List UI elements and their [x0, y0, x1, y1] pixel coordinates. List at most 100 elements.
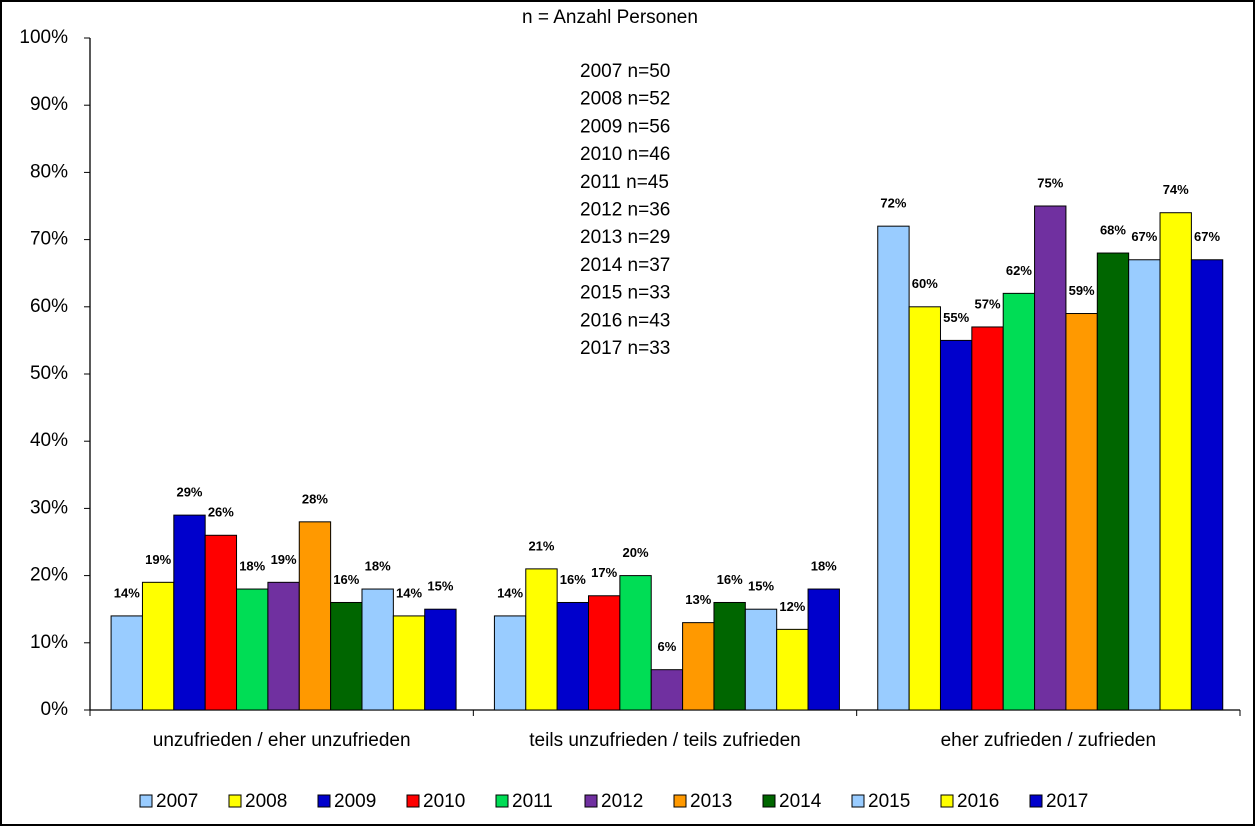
legend-label: 2009 — [334, 791, 376, 812]
y-tick-label: 100% — [19, 27, 68, 48]
data-label: 17% — [591, 565, 617, 580]
bar — [619, 575, 652, 711]
bar — [493, 615, 527, 711]
legend-swatch — [139, 794, 153, 808]
y-tick-label: 60% — [30, 296, 68, 317]
bar — [877, 225, 910, 711]
legend-label: 2008 — [245, 791, 287, 812]
bar — [330, 601, 363, 711]
legend-swatch — [584, 794, 598, 808]
annotation: 2008 n=52 — [580, 89, 670, 110]
data-label: 20% — [623, 545, 649, 560]
bar — [298, 521, 332, 711]
data-label: 55% — [943, 310, 969, 325]
annotation: 2013 n=29 — [580, 227, 670, 248]
bar — [110, 615, 143, 711]
legend-swatch — [228, 794, 242, 808]
data-label: 60% — [912, 276, 938, 291]
data-label: 16% — [333, 572, 359, 587]
bar — [556, 601, 590, 711]
y-tick-label: 90% — [30, 94, 68, 115]
legend-swatch — [1029, 794, 1043, 808]
legend-swatch — [406, 794, 420, 808]
y-tick-label: 40% — [30, 430, 68, 451]
annotation: 2015 n=33 — [580, 283, 670, 304]
data-label: 68% — [1100, 222, 1126, 237]
y-tick-label: 30% — [30, 497, 68, 518]
bar — [939, 339, 973, 711]
legend-label: 2017 — [1046, 791, 1088, 812]
legend-swatch — [673, 794, 687, 808]
data-label: 74% — [1163, 182, 1189, 197]
bar — [807, 588, 840, 711]
x-tick-label: unzufrieden / eher unzufrieden — [153, 730, 411, 751]
legend-label: 2010 — [423, 791, 465, 812]
data-label: 16% — [560, 572, 586, 587]
data-label: 72% — [880, 196, 906, 211]
data-label: 26% — [208, 505, 234, 520]
bar — [650, 669, 684, 711]
data-label: 6% — [658, 639, 677, 654]
legend-swatch — [940, 794, 954, 808]
y-tick-label: 20% — [30, 565, 68, 586]
data-label: 14% — [114, 585, 140, 600]
data-label: 14% — [497, 585, 523, 600]
bar — [682, 622, 715, 711]
data-label: 14% — [396, 585, 422, 600]
annotation: 2011 n=45 — [580, 172, 669, 193]
annotation: 2007 n=50 — [580, 61, 670, 82]
data-label: 19% — [145, 552, 171, 567]
bar — [971, 326, 1004, 711]
bar — [1128, 259, 1161, 711]
annotation: 2017 n=33 — [580, 338, 670, 359]
annotation: 2010 n=46 — [580, 144, 670, 165]
data-label: 62% — [1006, 263, 1032, 278]
legend-swatch — [762, 794, 776, 808]
data-label: 13% — [685, 592, 711, 607]
bar — [908, 306, 941, 711]
bar — [141, 581, 175, 711]
bar — [1065, 313, 1098, 711]
y-tick-label: 0% — [41, 699, 69, 720]
data-label: 59% — [1069, 283, 1095, 298]
bar — [776, 628, 809, 711]
bar — [1034, 205, 1067, 711]
data-label: 18% — [365, 558, 391, 573]
y-tick-label: 10% — [30, 632, 68, 653]
data-label: 67% — [1131, 229, 1157, 244]
bar — [267, 581, 300, 711]
data-label: 15% — [748, 579, 774, 594]
bar — [525, 568, 558, 711]
data-label: 12% — [779, 599, 805, 614]
legend-swatch — [495, 794, 509, 808]
data-label: 18% — [239, 558, 265, 573]
bar — [1159, 212, 1192, 711]
bar — [713, 601, 746, 711]
bar — [1096, 252, 1130, 711]
bar — [236, 588, 269, 711]
legend-label: 2007 — [156, 791, 198, 812]
bar — [361, 588, 394, 711]
legend-label: 2014 — [779, 791, 822, 812]
annotation: 2014 n=37 — [580, 255, 670, 276]
chart-title: n = Anzahl Personen — [522, 7, 698, 28]
data-label: 18% — [811, 558, 837, 573]
legend-label: 2016 — [957, 791, 999, 812]
legend-label: 2011 — [512, 791, 553, 812]
legend-label: 2012 — [601, 791, 643, 812]
data-label: 19% — [271, 552, 297, 567]
data-label: 67% — [1194, 229, 1220, 244]
legend-swatch — [851, 794, 865, 808]
data-label: 28% — [302, 491, 328, 506]
data-label: 15% — [427, 579, 453, 594]
data-label: 57% — [975, 296, 1001, 311]
bar — [173, 514, 206, 711]
data-label: 75% — [1037, 175, 1063, 190]
data-label: 21% — [528, 538, 554, 553]
y-tick-label: 80% — [30, 161, 68, 182]
x-tick-label: eher zufrieden / zufrieden — [941, 730, 1156, 751]
y-tick-label: 70% — [30, 229, 68, 250]
bar — [1190, 259, 1224, 711]
legend-label: 2015 — [868, 791, 910, 812]
